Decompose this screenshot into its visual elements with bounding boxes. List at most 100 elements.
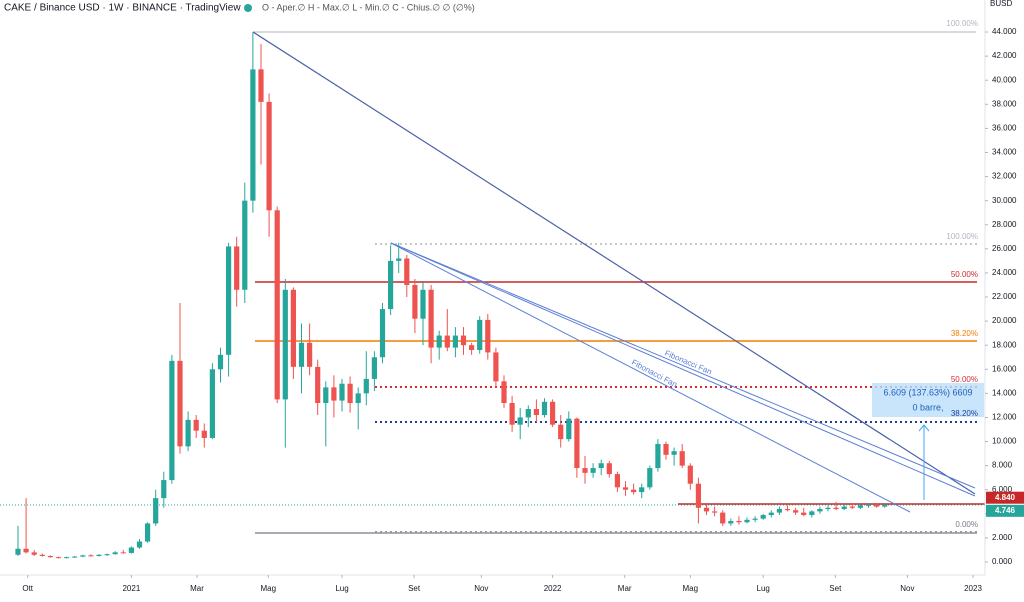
y-tick-label: 44.000	[992, 27, 1017, 36]
candle-body	[153, 498, 159, 524]
x-tick-label: Nov	[474, 584, 488, 593]
candle-body	[88, 555, 94, 557]
candle-body	[396, 258, 402, 261]
drawings	[0, 31, 985, 534]
candle-body	[687, 465, 693, 484]
fan-line	[390, 242, 976, 489]
candle-body	[501, 381, 507, 404]
candle-body	[452, 335, 459, 348]
candle-body	[533, 409, 540, 416]
candle-body	[387, 260, 394, 310]
candle-body	[258, 69, 264, 102]
x-tick-label: 2021	[122, 584, 140, 593]
fib-label: 100.00%	[946, 232, 978, 241]
candle-body	[323, 387, 329, 404]
x-tick-label: Mag	[261, 584, 277, 593]
candle-body	[663, 443, 669, 455]
candle-body	[420, 289, 426, 319]
candle-body	[865, 504, 872, 506]
candle-body	[242, 200, 248, 290]
candle-body	[460, 335, 467, 346]
candle-body	[363, 378, 369, 394]
y-tick-label: 34.000	[992, 148, 1017, 157]
candle-body	[120, 552, 126, 554]
candle-body	[817, 508, 823, 512]
candle-body	[63, 557, 70, 559]
candle-body	[517, 417, 523, 425]
x-tick-label: Set	[829, 584, 842, 593]
candle-body	[485, 319, 491, 353]
candle-body	[712, 511, 718, 513]
y-tick-label: 26.000	[992, 244, 1017, 253]
candle-body	[509, 403, 515, 425]
candle-body	[298, 342, 305, 367]
candle-body	[841, 506, 847, 509]
y-tick-label: 10.000	[992, 437, 1017, 446]
candle-body	[31, 552, 37, 555]
candle-body	[331, 387, 337, 401]
measure-box	[872, 383, 984, 417]
candle-body	[598, 463, 604, 469]
candle-body	[833, 507, 839, 509]
x-tick-label: Lug	[757, 584, 770, 593]
candle-body	[720, 512, 726, 524]
candle-body	[144, 523, 151, 542]
candle-body	[428, 289, 434, 348]
candle-body	[558, 424, 564, 440]
candle-body	[136, 541, 143, 548]
candle-body	[72, 556, 78, 558]
candle-body	[550, 401, 556, 425]
y-tick-label: 42.000	[992, 51, 1017, 60]
candle-body	[185, 419, 191, 447]
y-tick-label: 32.000	[992, 172, 1017, 181]
fib-label: 0.00%	[955, 520, 978, 529]
candle-body	[315, 366, 321, 404]
trend-line	[252, 31, 976, 495]
candle-body	[525, 409, 531, 418]
candle-body	[477, 319, 483, 351]
candle-body	[412, 284, 418, 319]
price-label: 4.746	[995, 506, 1016, 515]
candle-body	[104, 554, 110, 556]
candle-body	[347, 383, 353, 404]
y-tick-label: 16.000	[992, 364, 1017, 373]
y-tick-label: 24.000	[992, 268, 1017, 277]
candle-body	[266, 101, 272, 211]
y-tick-label: 22.000	[992, 292, 1017, 301]
candle-body	[177, 360, 183, 447]
candle-body	[23, 548, 29, 553]
candle-body	[671, 451, 677, 455]
x-tick-label: Mar	[190, 584, 204, 593]
fan-line	[390, 242, 976, 497]
candle-body	[128, 547, 134, 553]
candle-body	[768, 512, 774, 516]
measure-label: 6.609 (137.63%) 6609	[883, 387, 972, 397]
candle-body	[679, 451, 685, 466]
currency: BUSD	[990, 0, 1012, 8]
y-tick-label: 40.000	[992, 75, 1017, 84]
y-tick-label: 6.000	[992, 485, 1013, 494]
x-tick-label: Ott	[22, 584, 33, 593]
x-tick-label: 2023	[964, 584, 982, 593]
candle-body	[404, 258, 410, 285]
x-tick-label: Lug	[335, 584, 348, 593]
y-tick-label: 14.000	[992, 388, 1017, 397]
chart-title: CAKE / Binance USD · 1W · BINANCE · Trad…	[4, 3, 241, 14]
candle-body	[801, 512, 807, 516]
candle-body	[55, 557, 62, 559]
x-tick-label: Set	[408, 584, 421, 593]
fib-label: 50.00%	[951, 375, 978, 384]
candle-body	[541, 401, 548, 416]
candle-body	[436, 335, 442, 348]
candle-body	[825, 507, 831, 509]
candle-body	[752, 518, 758, 520]
x-tick-label: Mar	[618, 584, 632, 593]
candle-body	[744, 519, 750, 523]
ohlc-legend: O - Aper.∅ H - Max.∅ L - Min.∅ C - Chius…	[262, 2, 475, 12]
candle-body	[39, 554, 45, 556]
candle-body	[355, 393, 361, 404]
candle-body	[582, 468, 588, 473]
y-tick-label: 12.000	[992, 413, 1017, 422]
